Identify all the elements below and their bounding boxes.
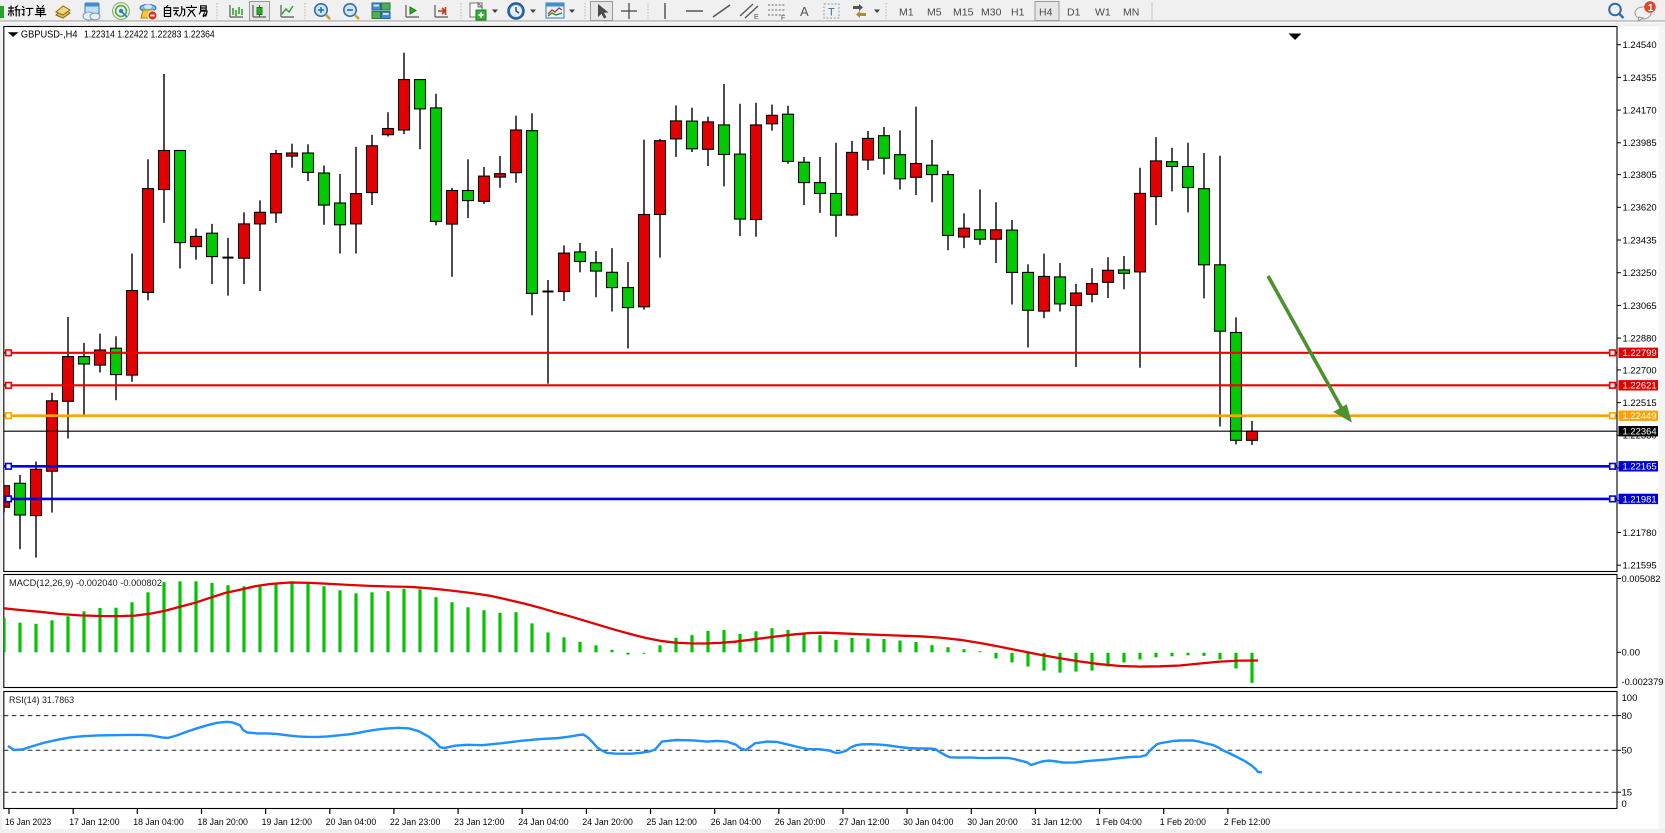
svg-text:1 Feb 04:00: 1 Feb 04:00 xyxy=(1096,817,1142,828)
svg-text:M1: M1 xyxy=(899,7,914,19)
svg-text:M5: M5 xyxy=(927,7,942,19)
svg-text:MN: MN xyxy=(1123,7,1139,19)
svg-text:1.23620: 1.23620 xyxy=(1623,203,1657,214)
svg-text:30 Jan 20:00: 30 Jan 20:00 xyxy=(967,817,1017,828)
svg-text:26 Jan 20:00: 26 Jan 20:00 xyxy=(775,817,825,828)
svg-text:1.23250: 1.23250 xyxy=(1623,268,1657,279)
svg-text:100: 100 xyxy=(1622,693,1638,704)
svg-text:MACD(12,26,9) -0.002040 -0.000: MACD(12,26,9) -0.002040 -0.000802 xyxy=(9,578,162,589)
svg-text:-0.002379: -0.002379 xyxy=(1622,677,1664,688)
svg-text:26 Jan 04:00: 26 Jan 04:00 xyxy=(711,817,761,828)
svg-text:GBPUSD-,H4: GBPUSD-,H4 xyxy=(21,30,78,41)
svg-text:H4: H4 xyxy=(1039,7,1053,19)
svg-text:0: 0 xyxy=(1622,799,1627,810)
svg-text:1.23065: 1.23065 xyxy=(1623,301,1657,312)
svg-text:22 Jan 23:00: 22 Jan 23:00 xyxy=(390,817,440,828)
svg-text:50: 50 xyxy=(1622,746,1633,757)
svg-text:H1: H1 xyxy=(1011,7,1025,19)
svg-text:1.23985: 1.23985 xyxy=(1623,138,1657,149)
svg-text:24 Jan 20:00: 24 Jan 20:00 xyxy=(582,817,632,828)
svg-text:F: F xyxy=(781,15,785,22)
svg-text:1: 1 xyxy=(1648,3,1654,14)
svg-text:0.005082: 0.005082 xyxy=(1622,574,1661,585)
svg-text:1.22880: 1.22880 xyxy=(1623,334,1657,345)
svg-text:15: 15 xyxy=(1622,788,1633,799)
svg-text:1.22515: 1.22515 xyxy=(1623,398,1657,409)
svg-text:M30: M30 xyxy=(981,7,1002,19)
svg-text:1.23435: 1.23435 xyxy=(1623,235,1657,246)
svg-text:W1: W1 xyxy=(1095,7,1111,19)
svg-text:T: T xyxy=(828,7,835,19)
svg-text:1 Feb 20:00: 1 Feb 20:00 xyxy=(1160,817,1206,828)
svg-text:D1: D1 xyxy=(1067,7,1081,19)
svg-text:18 Jan 20:00: 18 Jan 20:00 xyxy=(198,817,248,828)
svg-text:18 Jan 04:00: 18 Jan 04:00 xyxy=(133,817,183,828)
svg-text:1.24540: 1.24540 xyxy=(1623,40,1657,51)
svg-text:1.24170: 1.24170 xyxy=(1623,106,1657,117)
svg-text:1.21780: 1.21780 xyxy=(1623,528,1657,539)
svg-text:20 Jan 04:00: 20 Jan 04:00 xyxy=(326,817,376,828)
svg-text:2 Feb 12:00: 2 Feb 12:00 xyxy=(1224,817,1270,828)
svg-text:80: 80 xyxy=(1622,711,1633,722)
svg-text:1.22700: 1.22700 xyxy=(1623,365,1657,376)
svg-text:1.22621: 1.22621 xyxy=(1623,381,1657,392)
svg-text:E: E xyxy=(754,14,759,21)
svg-text:1.22449: 1.22449 xyxy=(1623,411,1657,422)
svg-text:1.22799: 1.22799 xyxy=(1623,348,1657,359)
svg-text:1.21981: 1.21981 xyxy=(1623,494,1657,505)
svg-text:30 Jan 04:00: 30 Jan 04:00 xyxy=(903,817,953,828)
svg-text:0.00: 0.00 xyxy=(1622,648,1641,659)
svg-text:27 Jan 12:00: 27 Jan 12:00 xyxy=(839,817,889,828)
svg-text:1.24355: 1.24355 xyxy=(1623,73,1657,84)
svg-text:24 Jan 04:00: 24 Jan 04:00 xyxy=(518,817,568,828)
svg-text:RSI(14) 31.7863: RSI(14) 31.7863 xyxy=(9,695,74,706)
svg-text:1.22364: 1.22364 xyxy=(1623,427,1657,438)
svg-text:1.22165: 1.22165 xyxy=(1623,462,1657,473)
svg-text:25 Jan 12:00: 25 Jan 12:00 xyxy=(647,817,697,828)
svg-text:1.21595: 1.21595 xyxy=(1623,561,1657,572)
svg-text:A: A xyxy=(800,4,809,19)
svg-text:17 Jan 12:00: 17 Jan 12:00 xyxy=(69,817,119,828)
svg-text:23 Jan 12:00: 23 Jan 12:00 xyxy=(454,817,504,828)
svg-text:1.23805: 1.23805 xyxy=(1623,170,1657,181)
svg-text:19 Jan 12:00: 19 Jan 12:00 xyxy=(262,817,312,828)
svg-text:M15: M15 xyxy=(953,7,974,19)
svg-text:31 Jan 12:00: 31 Jan 12:00 xyxy=(1031,817,1081,828)
svg-text:1.22314 1.22422 1.22283 1.2236: 1.22314 1.22422 1.22283 1.22364 xyxy=(84,30,215,41)
svg-text:16 Jan 2023: 16 Jan 2023 xyxy=(5,817,51,828)
